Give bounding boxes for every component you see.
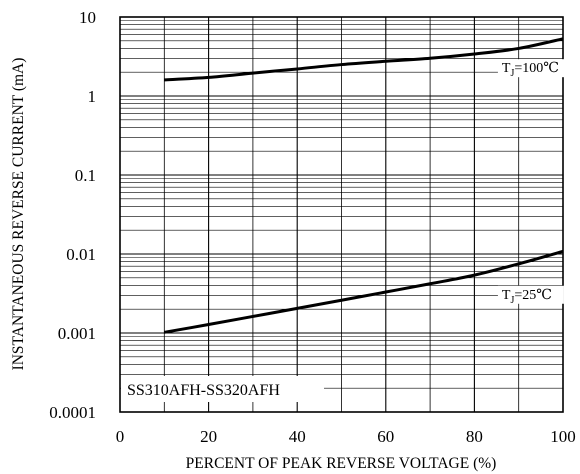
series-label-bg-1: [497, 285, 564, 304]
plot-frame: [119, 16, 564, 413]
labels-layer: TJ=100℃ TJ=25℃ SS310AFH-SS320AFH: [121, 59, 576, 402]
series-label-bg-0: [497, 59, 576, 78]
part-number-label: SS310AFH-SS320AFH: [127, 382, 280, 399]
x-tick-label: 80: [466, 427, 483, 446]
y-tick-label: 0.01: [66, 245, 96, 264]
x-tick-label: 0: [116, 427, 125, 446]
series-label-0: TJ=100℃: [502, 61, 559, 79]
y-axis-title: INSTANTANEOUS REVERSE CURRENT (mA): [10, 58, 27, 371]
grid-lines: [120, 17, 563, 412]
series-line-0: [164, 37, 564, 82]
series-line-1: [164, 249, 564, 334]
x-tick-label: 100: [550, 427, 576, 446]
x-tick-label: 60: [377, 427, 394, 446]
x-tick-label: 20: [200, 427, 217, 446]
part-number-bg: [121, 376, 324, 402]
series-label-1: TJ=25℃: [502, 288, 552, 306]
y-tick-label: 10: [79, 8, 96, 27]
y-tick-label: 0.0001: [49, 403, 96, 422]
series-layer: [164, 37, 564, 334]
x-tick-label: 40: [289, 427, 306, 446]
y-tick-label: 0.1: [75, 166, 96, 185]
x-axis-title: PERCENT OF PEAK REVERSE VOLTAGE (%): [186, 455, 497, 472]
y-tick-label: 1: [88, 87, 97, 106]
tick-labels: 0 20 40 60 80 100 0.0001 0.001 0.01 0.1 1 10: [49, 8, 576, 446]
y-tick-label: 0.001: [58, 324, 96, 343]
